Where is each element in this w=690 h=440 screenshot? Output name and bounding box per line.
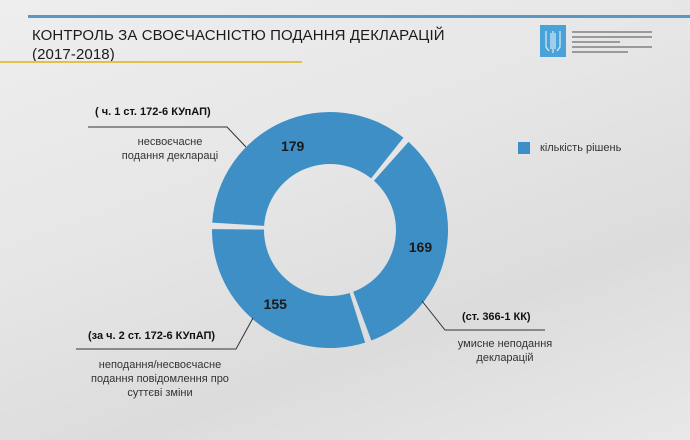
leader-line-0 (88, 126, 247, 148)
annotation-1: (ст. 366-1 КК) (462, 311, 531, 323)
legend-swatch (518, 142, 530, 154)
annotation-2: (за ч. 2 ст. 172-6 КУпАП) (88, 330, 216, 342)
data-label-2: 155 (264, 296, 288, 312)
page-title: КОНТРОЛЬ ЗА СВОЄЧАСНІСТЮ ПОДАННЯ ДЕКЛАРА… (32, 26, 445, 64)
donut-slice-0 (212, 111, 404, 226)
title-line-1: КОНТРОЛЬ ЗА СВОЄЧАСНІСТЮ ПОДАННЯ ДЕКЛАРА… (32, 27, 445, 44)
title-underline (0, 61, 302, 63)
data-label-0: 179 (281, 138, 305, 154)
label-line: подання повідомлення про (91, 373, 229, 385)
label-line: неподання/несвоєчасне (98, 359, 222, 371)
label-line: подання деклараці (121, 150, 219, 162)
category-label-0: несвоєчасне подання деклараці (100, 135, 240, 163)
top-accent-line (28, 15, 690, 18)
label-line: умисне неподання (457, 338, 553, 350)
leader-line-1 (421, 300, 545, 331)
donut-slice-1 (353, 141, 449, 341)
label-line: декларацій (476, 352, 534, 364)
title-line-2: (2017-2018) (32, 46, 115, 63)
label-line: несвоєчасне (137, 136, 203, 148)
data-label-1: 169 (409, 239, 433, 255)
legend-label: кількість рішень (540, 142, 622, 154)
agency-logo (540, 25, 566, 57)
category-label-1: умисне неподання декларацій (440, 337, 570, 365)
leader-line-2 (76, 317, 254, 350)
label-line: суттєві зміни (127, 387, 193, 399)
legend: кількість рішень (518, 142, 621, 154)
donut-slice-2 (212, 229, 366, 348)
annotation-0: ( ч. 1 ст. 172-6 КУпАП) (95, 106, 211, 118)
logo-text (572, 28, 652, 56)
category-label-2: неподання/несвоєчасне подання повідомлен… (80, 358, 240, 400)
